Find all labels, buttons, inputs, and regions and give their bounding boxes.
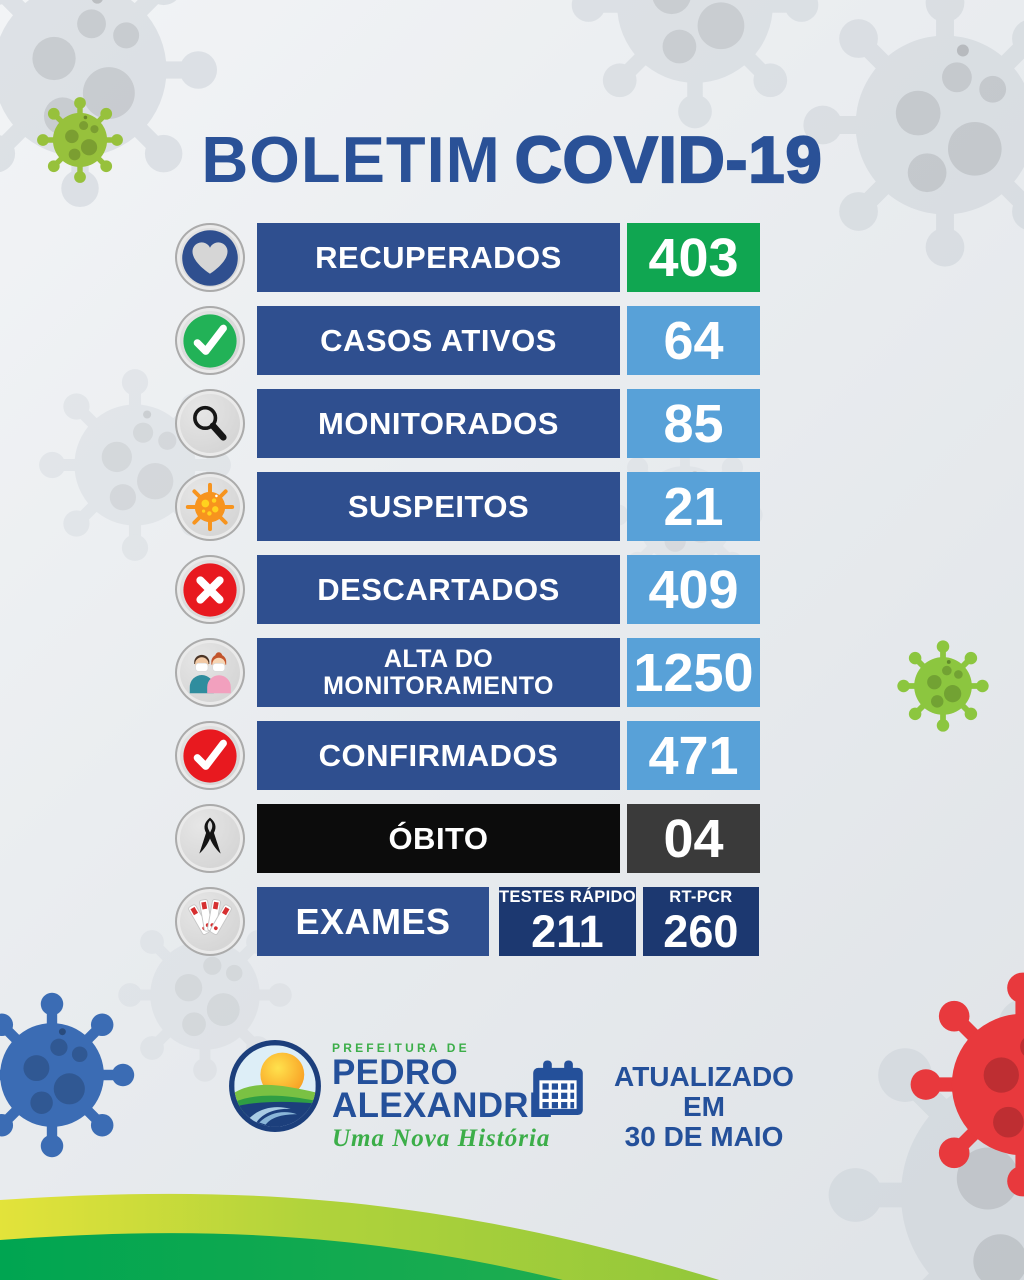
stat-label-bar: RECUPERADOS (257, 223, 620, 292)
title-highlight: COVID-19 (514, 122, 823, 197)
stat-label-bar: SUSPEITOS (257, 472, 620, 541)
prefeitura-top-line: PREFEITURA DE (332, 1041, 470, 1055)
stat-label: MONITORAMENTO (323, 671, 554, 700)
prefeitura-text-block: PREFEITURA DE PEDRO ALEXANDRE Uma Nova H… (332, 1042, 553, 1151)
test-value: 260 (663, 905, 739, 957)
test-name: RT-PCR (669, 888, 733, 907)
stat-value: 85 (627, 389, 760, 458)
updated-line1: ATUALIZADO EM (614, 1061, 794, 1122)
magnifier-icon (175, 389, 245, 458)
row-exames: EXAMES TESTES RÁPIDO 211 RT-PCR 260 (175, 887, 760, 956)
stat-label: DESCARTADOS (317, 571, 560, 607)
stat-label: MONITORADOS (318, 405, 559, 441)
row-casos-ativos: CASOS ATIVOS 64 (175, 306, 760, 375)
stat-label-bar: ÓBITO (257, 804, 620, 873)
test-value: 211 (531, 905, 604, 957)
stat-label-bar: DESCARTADOS (257, 555, 620, 624)
row-confirmados: CONFIRMADOS 471 (175, 721, 760, 790)
calendar-icon (533, 1060, 583, 1116)
mourning-ribbon-icon (175, 804, 245, 873)
row-obito: ÓBITO 04 (175, 804, 760, 873)
testes-rapido-box: TESTES RÁPIDO 211 (499, 887, 636, 956)
red-virus-icon (900, 962, 1024, 1207)
city-name-line1: PEDRO (332, 1053, 458, 1092)
check-circle-green-icon (175, 306, 245, 375)
green-virus-icon (893, 636, 993, 736)
stats-list: RECUPERADOS 403 CASOS ATIVOS 64 MONITORA… (175, 223, 760, 956)
test-strips-icon (175, 887, 245, 956)
test-name: TESTES RÁPIDO (499, 888, 636, 907)
title-prefix: BOLETIM (201, 123, 501, 196)
stat-label: RECUPERADOS (315, 239, 562, 275)
stat-value: 409 (627, 555, 760, 624)
stat-label-bar: EXAMES (257, 887, 489, 956)
stat-label-bar: MONITORADOS (257, 389, 620, 458)
updated-date: ATUALIZADO EM 30 DE MAIO (598, 1062, 810, 1152)
row-monitorados: MONITORADOS 85 (175, 389, 760, 458)
stat-value: 1250 (627, 638, 760, 707)
city-name-line2: ALEXANDRE (332, 1085, 553, 1125)
stat-label: ÓBITO (388, 820, 489, 856)
stat-label: CASOS ATIVOS (320, 322, 557, 358)
rt-pcr-box: RT-PCR 260 (642, 887, 759, 957)
stat-label-bar: CASOS ATIVOS (257, 306, 620, 375)
page-title: BOLETIM COVID-19 (0, 122, 1024, 197)
stat-label-bar: CONFIRMADOS (257, 721, 620, 790)
stat-label: SUSPEITOS (347, 488, 530, 524)
stat-value: 471 (627, 721, 760, 790)
heart-icon (175, 223, 245, 292)
stat-label: CONFIRMADOS (318, 737, 559, 773)
row-recuperados: RECUPERADOS 403 (175, 223, 760, 292)
blue-virus-icon (0, 985, 142, 1165)
prefeitura-logo (229, 1040, 321, 1132)
stat-label: EXAMES (295, 900, 451, 942)
masked-people-icon (175, 638, 245, 707)
stat-label: ALTA DO (383, 644, 494, 673)
row-descartados: DESCARTADOS 409 (175, 555, 760, 624)
row-suspeitos: SUSPEITOS 21 (175, 472, 760, 541)
stat-value: 04 (627, 804, 760, 873)
stat-value: 21 (627, 472, 760, 541)
stat-label-bar: ALTA DO MONITORAMENTO (257, 638, 620, 707)
updated-line2: 30 DE MAIO (624, 1120, 784, 1152)
check-circle-red-icon (175, 721, 245, 790)
stat-value: 403 (627, 223, 760, 292)
x-circle-red-icon (175, 555, 245, 624)
stat-value: 64 (627, 306, 760, 375)
city-tagline: Uma Nova História (332, 1125, 551, 1153)
virus-orange-icon (175, 472, 245, 541)
row-alta-monitoramento: ALTA DO MONITORAMENTO 1250 (175, 638, 760, 707)
